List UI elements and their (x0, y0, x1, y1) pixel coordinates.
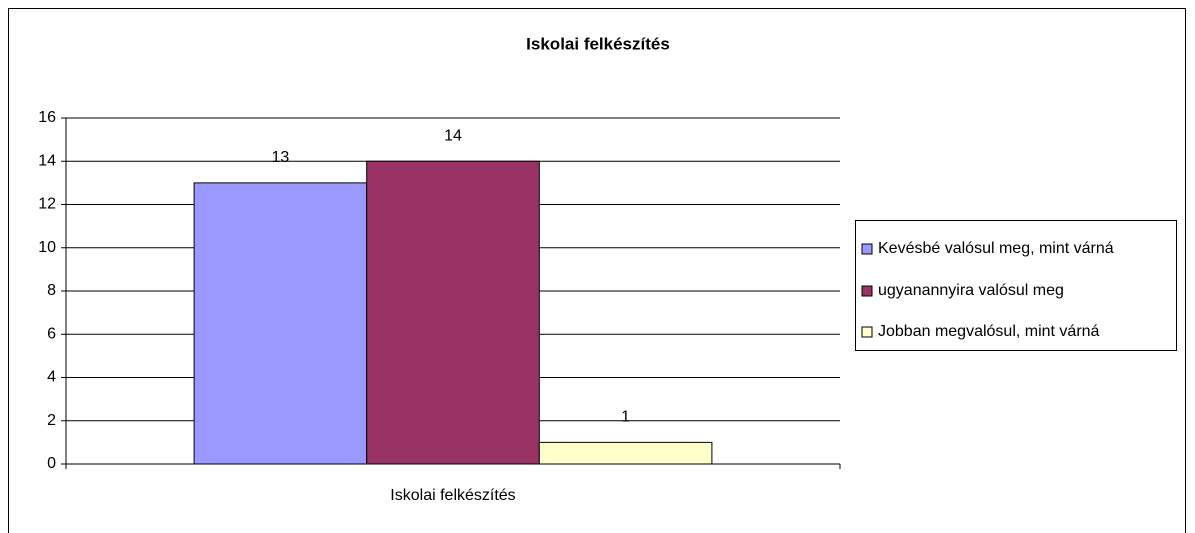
x-tick-label: Iskolai felkészítés (390, 487, 515, 504)
data-label: 1 (621, 409, 630, 426)
legend-swatch (861, 326, 873, 338)
legend-label: Kevésbé valósul meg, mint várná (878, 240, 1114, 257)
y-tick-label: 14 (38, 152, 56, 169)
y-tick-label: 6 (47, 325, 56, 342)
y-tick-label: 8 (47, 282, 56, 299)
y-tick-label: 2 (47, 412, 56, 429)
data-label: 14 (444, 127, 462, 144)
data-label: 13 (271, 149, 289, 166)
y-tick-label: 12 (38, 196, 56, 213)
y-tick-label: 16 (38, 109, 56, 126)
legend-swatch (861, 243, 873, 255)
y-tick-label: 4 (47, 369, 56, 386)
legend-swatch (861, 285, 873, 297)
chart-title: Iskolai felkészítés (526, 34, 670, 53)
bar (193, 182, 368, 465)
y-tick-label: 10 (38, 239, 56, 256)
legend-label: Jobban megvalósul, mint várná (878, 323, 1100, 340)
legend-box (855, 220, 1177, 351)
bar (366, 160, 540, 465)
bar (538, 441, 713, 465)
y-tick-label: 0 (47, 455, 56, 472)
legend-label: ugyanannyira valósul meg (878, 282, 1064, 299)
